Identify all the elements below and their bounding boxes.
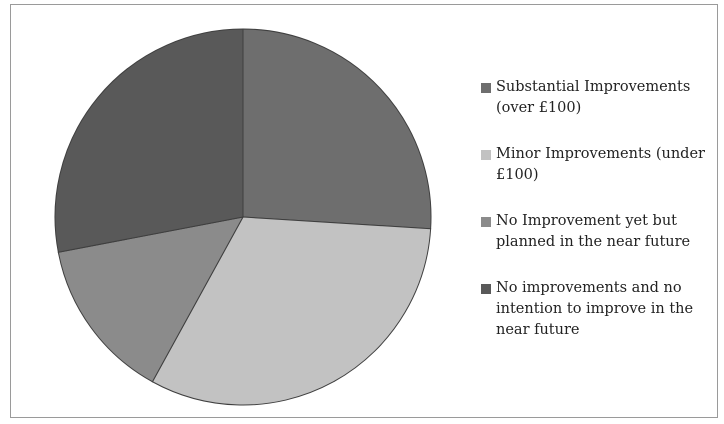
legend-item-substantial: Substantial Improvements (over £100): [481, 77, 721, 119]
legend-swatch: [481, 150, 491, 160]
legend-label: Minor Improvements (under £100): [496, 146, 705, 183]
pie-chart: [54, 28, 432, 406]
legend-item-no-intention: No improvements and no intention to impr…: [481, 278, 721, 341]
pie-slice-1: [151, 216, 432, 406]
legend-label: Substantial Improvements (over £100): [496, 79, 691, 116]
legend-item-minor: Minor Improvements (under £100): [481, 144, 721, 186]
pie-slice-2: [57, 216, 244, 383]
legend-item-planned: No Improvement yet but planned in the ne…: [481, 211, 721, 253]
legend-swatch: [481, 284, 491, 294]
chart-area: Substantial Improvements (over £100) Min…: [10, 4, 718, 418]
pie-slice-0: [242, 28, 432, 230]
legend-swatch: [481, 83, 491, 93]
legend-label: No improvements and no intention to impr…: [496, 280, 694, 338]
chart-legend: Substantial Improvements (over £100) Min…: [481, 77, 721, 341]
legend-label: No Improvement yet but planned in the ne…: [496, 213, 691, 250]
legend-swatch: [481, 217, 491, 227]
pie-slice-3: [54, 28, 244, 253]
